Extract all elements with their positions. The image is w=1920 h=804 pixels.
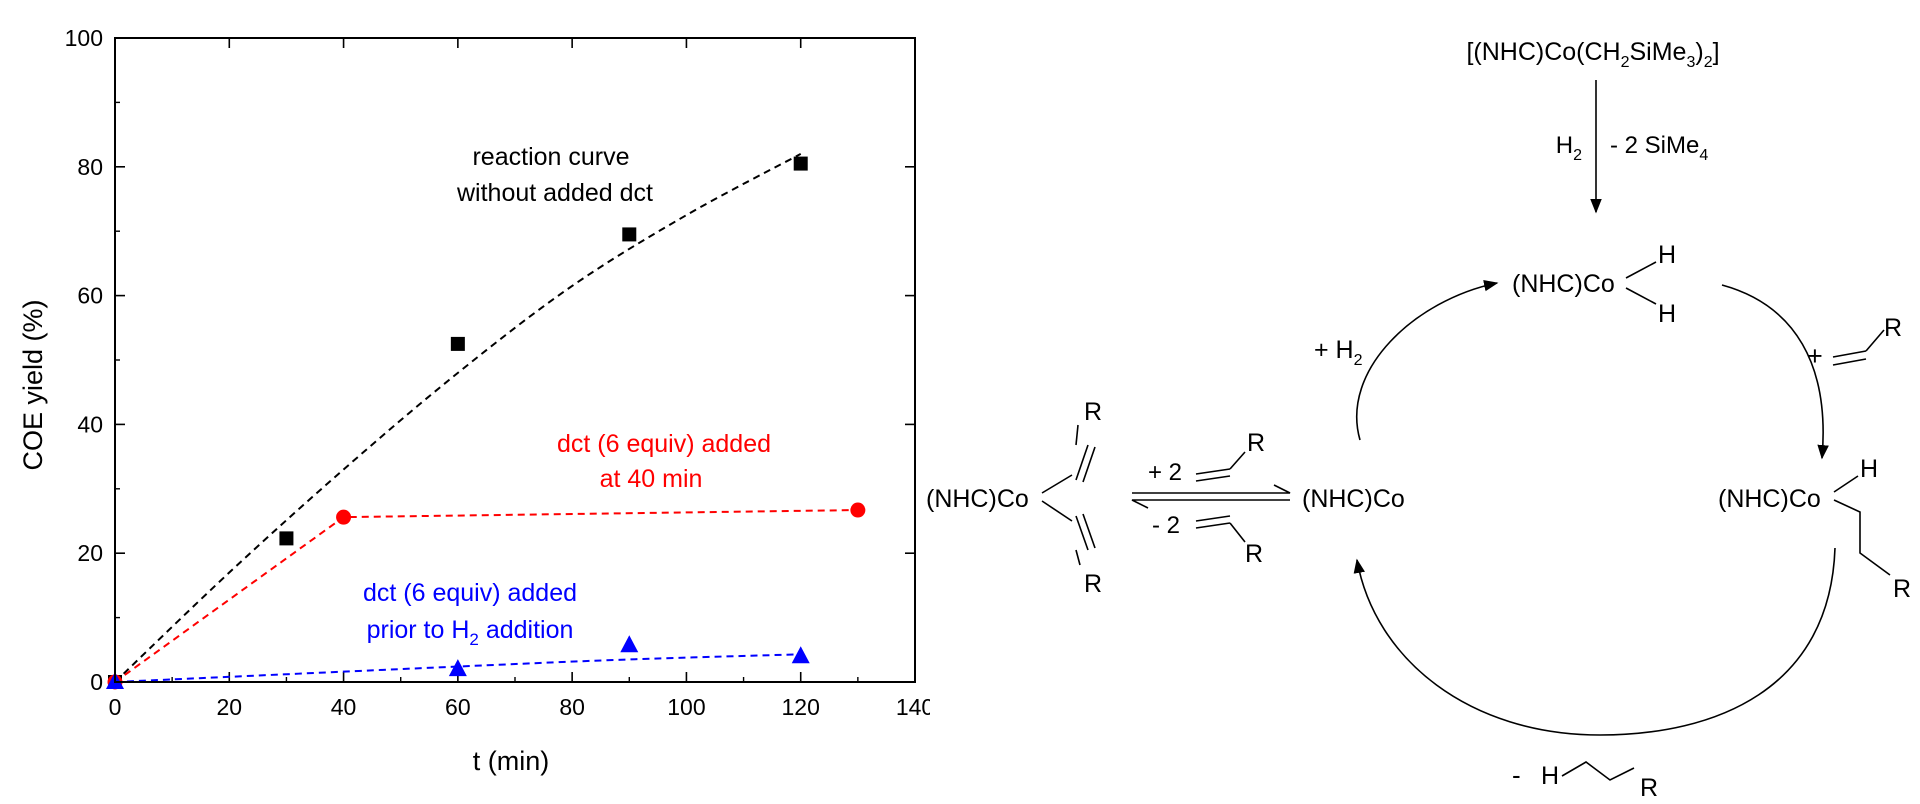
y-tick-label: 20: [77, 540, 103, 566]
dihydride-h-lower: H: [1658, 300, 1676, 328]
y-tick-label: 100: [65, 25, 103, 51]
y-tick-label: 80: [77, 154, 103, 180]
bis-lower-alkene-a: [1075, 515, 1089, 551]
activation-byproduct: - 2 SiMe4: [1610, 132, 1708, 164]
equilibrium-minus-2: - 2: [1152, 512, 1180, 539]
tick-layer: 0 20 40 60 80 100 120 140 0 20 40 60 80 100: [65, 25, 930, 720]
eq-top-r-group: R: [1247, 429, 1265, 457]
x-tick-label: 0: [109, 694, 122, 720]
eq-bottom-alkene-substituent: [1229, 522, 1246, 543]
product-chain: [1561, 761, 1635, 781]
plot-frame: [114, 37, 916, 683]
alkyl-hydride-h: H: [1860, 455, 1878, 483]
plus-alkene-sign: +: [1807, 341, 1823, 371]
fit-curve-series-2: [114, 653, 801, 683]
equilibrium-reverse-arrow: [1131, 499, 1290, 509]
red-series-annotation-line1: dct (6 equiv) added: [557, 430, 771, 458]
product-r-group: R: [1640, 774, 1658, 802]
blue-series-annotation-line1: dct (6 equiv) added: [363, 579, 577, 607]
data-point-triangle: [791, 646, 810, 664]
y-axis-label: COE yield (%): [18, 299, 48, 470]
y-tick-label: 0: [90, 669, 103, 695]
product-minus-sign: -: [1512, 760, 1521, 790]
x-tick-label: 20: [216, 694, 242, 720]
eq-top-alkene-b: [1195, 475, 1231, 482]
eq-bottom-r-group: R: [1245, 540, 1263, 568]
data-point-circle: [850, 502, 866, 518]
black-series-annotation-line1: reaction curve: [472, 143, 629, 171]
data-point-layer: [106, 156, 866, 690]
dihydride-bond-upper: [1625, 261, 1657, 279]
catalytic-cycle-scheme: [(NHC)Co(CH2SiMe3)2] H2 - 2 SiMe4 (NHC)C…: [926, 38, 1911, 802]
x-tick-label: 140: [896, 694, 930, 720]
alkyl-r-group: R: [1893, 575, 1911, 603]
bis-upper-alkene-b: [1082, 446, 1096, 483]
alkyl-hydride-bond: [1833, 475, 1859, 493]
data-point-square: [622, 227, 637, 242]
precatalyst-formula: [(NHC)Co(CH2SiMe3)2]: [1466, 38, 1719, 71]
equilibrium-forward-arrow: [1132, 484, 1291, 494]
black-series-annotation-line2: without added dct: [456, 179, 653, 207]
x-axis-label: t (min): [473, 746, 550, 776]
bis-alkene-bond-upper: [1041, 474, 1073, 494]
alkene-double-bond-a: [1832, 350, 1867, 358]
bis-upper-alkene-a: [1075, 444, 1089, 481]
y-tick-label: 40: [77, 411, 103, 437]
alkene-substituent-bond: [1865, 329, 1885, 352]
cycle-arrow-elimination: [1353, 547, 1836, 736]
cycle-arrow-h2-addition: [1355, 279, 1499, 441]
blue-series-annotation-line2: prior to H2 addition: [367, 616, 574, 649]
dihydride-complex-label: (NHC)Co: [1512, 270, 1615, 298]
eq-bottom-alkene-b: [1195, 522, 1231, 529]
dihydride-bond-lower: [1625, 287, 1657, 305]
bis-lower-alkene-b: [1082, 513, 1096, 549]
plus-h2-label: + H2: [1314, 336, 1363, 369]
cobalt-complex-label: (NHC)Co: [1302, 485, 1405, 513]
red-series-annotation-line2: at 40 min: [600, 465, 703, 493]
alkene-double-bond-b: [1832, 358, 1867, 366]
bis-lower-r-group: R: [1084, 570, 1102, 598]
x-tick-label: 80: [559, 694, 585, 720]
y-tick-label: 60: [77, 283, 103, 309]
bis-upper-r-group: R: [1084, 398, 1102, 426]
x-tick-label: 40: [331, 694, 357, 720]
data-point-square: [450, 336, 465, 351]
eq-bottom-alkene-a: [1195, 515, 1231, 522]
alkene-r-group: R: [1884, 314, 1902, 342]
product-h: H: [1541, 762, 1559, 790]
data-point-circle: [336, 509, 352, 525]
x-tick-label: 120: [782, 694, 820, 720]
alkyl-chain: [1833, 499, 1891, 576]
fit-curve-series-0: [114, 153, 802, 683]
x-tick-label: 60: [445, 694, 471, 720]
dihydride-h-upper: H: [1658, 241, 1676, 269]
data-point-square: [279, 531, 294, 546]
eq-top-alkene-substituent: [1229, 451, 1246, 470]
x-tick-label: 100: [667, 694, 705, 720]
data-point-triangle: [448, 659, 467, 677]
activation-reagent-h2: H2: [1556, 132, 1582, 164]
bis-upper-substituent: [1075, 424, 1079, 446]
data-point-square: [793, 156, 808, 171]
bis-lower-substituent: [1075, 549, 1081, 566]
coe-yield-chart: 0 20 40 60 80 100 120 140 0 20 40 60 80 100 COE yield…: [18, 25, 930, 776]
bis-alkene-bond-lower: [1041, 500, 1073, 522]
cycle-arrow-insertion: [1721, 284, 1829, 460]
bis-alkene-complex-label: (NHC)Co: [926, 485, 1029, 513]
alkyl-hydride-complex-label: (NHC)Co: [1718, 485, 1821, 513]
data-point-triangle: [620, 635, 639, 653]
equilibrium-plus-2: + 2: [1148, 459, 1182, 486]
eq-top-alkene-a: [1195, 468, 1231, 475]
